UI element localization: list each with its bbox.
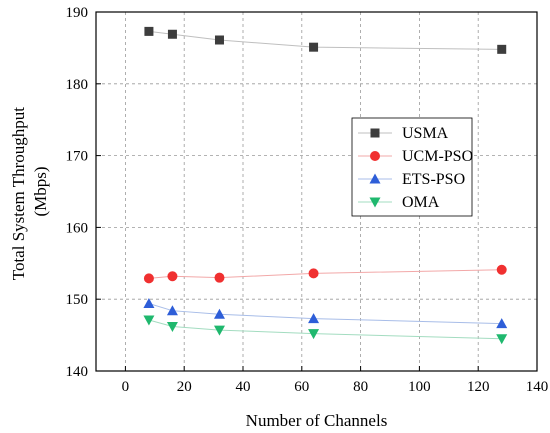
y-axis-label-line-1: Total System Throughput bbox=[9, 107, 28, 280]
data-point-ets-pso bbox=[213, 308, 225, 319]
y-tick-label: 170 bbox=[66, 149, 89, 165]
legend-marker bbox=[369, 173, 381, 184]
x-tick-label: 60 bbox=[294, 379, 309, 395]
data-point-ucm-pso bbox=[308, 268, 319, 279]
data-point-ets-pso bbox=[143, 298, 155, 309]
data-point-ucm-pso bbox=[167, 271, 178, 282]
x-axis-label: Number of Channels bbox=[246, 411, 388, 430]
x-tick-label: 120 bbox=[467, 379, 490, 395]
legend-marker bbox=[369, 197, 381, 208]
x-tick-label: 80 bbox=[353, 379, 368, 395]
data-point-ucm-pso bbox=[214, 272, 225, 283]
data-point-ets-pso bbox=[166, 305, 178, 316]
series-usma bbox=[144, 26, 507, 54]
legend-marker bbox=[370, 151, 380, 161]
series-ucm-pso bbox=[143, 264, 507, 284]
legend-marker bbox=[370, 128, 380, 138]
legend: USMA UCM-PSO ETS-PSO OMA bbox=[351, 117, 473, 217]
legend-label: OMA bbox=[402, 194, 440, 211]
data-point-usma bbox=[214, 35, 224, 45]
x-tick-label: 100 bbox=[408, 379, 431, 395]
x-tick-label: 0 bbox=[122, 379, 130, 395]
x-tick-label: 140 bbox=[526, 379, 549, 395]
y-tick-label: 150 bbox=[66, 292, 89, 308]
series-line-ets-pso bbox=[148, 303, 502, 325]
series-ets-pso bbox=[143, 298, 508, 329]
x-tick-label: 20 bbox=[177, 379, 192, 395]
data-point-oma bbox=[166, 321, 178, 332]
data-point-usma bbox=[144, 26, 154, 36]
series-line-usma bbox=[148, 30, 502, 50]
data-point-ets-pso bbox=[308, 313, 320, 324]
series-oma bbox=[143, 315, 508, 345]
legend-item-ucm-pso: UCM-PSO bbox=[358, 148, 473, 165]
data-point-oma bbox=[308, 329, 320, 340]
series-line-ucm-pso bbox=[148, 269, 502, 279]
data-point-ucm-pso bbox=[143, 273, 154, 284]
legend-item-ets-pso: ETS-PSO bbox=[358, 171, 465, 188]
series-line-oma bbox=[148, 319, 502, 340]
series-layer bbox=[143, 26, 508, 345]
ticks: 0 20 40 60 80 100 120 140 140 150 160 170 180 190 bbox=[66, 5, 549, 395]
plot-frame bbox=[95, 11, 538, 372]
y-tick-label: 180 bbox=[66, 77, 89, 93]
data-point-oma bbox=[143, 315, 155, 326]
y-axis-label: Total System Throughput (Mbps) bbox=[9, 103, 50, 280]
data-point-oma bbox=[213, 325, 225, 336]
legend-item-usma: USMA bbox=[358, 125, 449, 142]
legend-item-oma: OMA bbox=[358, 194, 440, 211]
data-point-oma bbox=[496, 334, 508, 345]
legend-label: USMA bbox=[402, 125, 449, 142]
y-tick-label: 140 bbox=[66, 364, 89, 380]
data-point-ets-pso bbox=[496, 318, 508, 329]
x-tick-label: 40 bbox=[236, 379, 251, 395]
legend-label: UCM-PSO bbox=[402, 148, 473, 165]
data-point-usma bbox=[167, 29, 177, 39]
data-point-ucm-pso bbox=[496, 264, 507, 275]
y-tick-label: 190 bbox=[66, 5, 89, 21]
data-point-usma bbox=[309, 42, 319, 52]
y-tick-label: 160 bbox=[66, 220, 89, 236]
y-axis-label-line-2: (Mbps) bbox=[31, 166, 50, 216]
legend-label: ETS-PSO bbox=[402, 171, 465, 188]
data-point-usma bbox=[497, 44, 507, 54]
